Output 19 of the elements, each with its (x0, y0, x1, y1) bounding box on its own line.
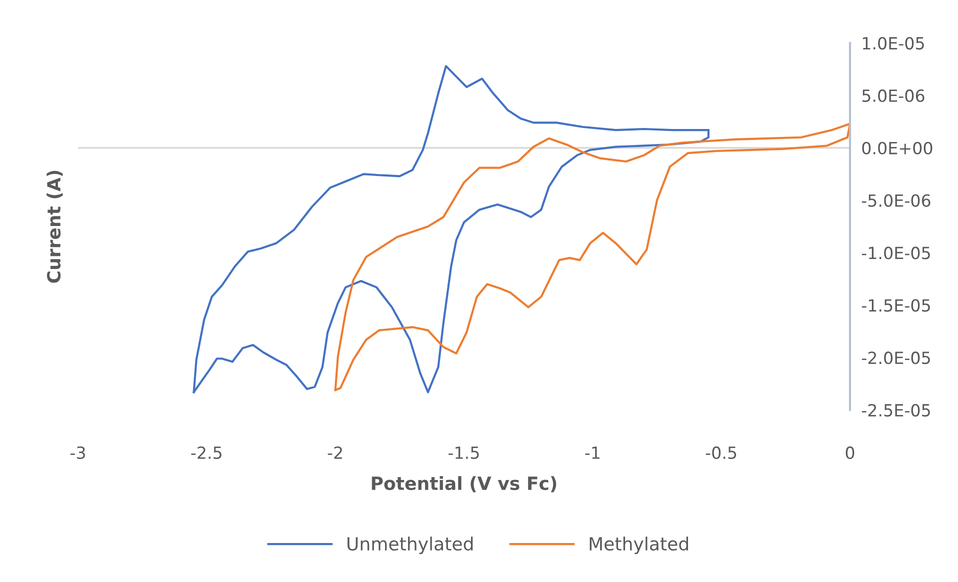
x-tick-label: -2 (328, 446, 342, 459)
x-tick-label: -2.5 (191, 446, 222, 460)
x-tick-label: -1.5 (448, 446, 479, 460)
x-tick-label: -0.5 (706, 446, 736, 460)
y-tick-label: -5.0E-06 (862, 194, 930, 207)
y-tick-label: 5.0E-06 (862, 89, 924, 102)
x-tick-label: -3 (70, 446, 85, 460)
y-tick-label: -1.0E-05 (862, 246, 930, 260)
y-axis-title: Current (A) (46, 170, 63, 283)
y-tick-label: -2.0E-05 (862, 352, 930, 364)
x-tick-label: 0 (846, 446, 854, 460)
x-tick-label: -1 (585, 446, 600, 459)
y-tick-label: -2.5E-05 (862, 404, 930, 417)
x-axis-title: Potential (V vs Fc) (372, 476, 556, 492)
y-tick-label: -1.5E-05 (862, 299, 930, 312)
legend-label: Unmethylated (348, 536, 473, 554)
y-tick-label: 0.0E+00 (862, 142, 932, 154)
y-tick-label: 1.0E-05 (862, 36, 924, 50)
legend-label: Methylated (590, 536, 688, 554)
